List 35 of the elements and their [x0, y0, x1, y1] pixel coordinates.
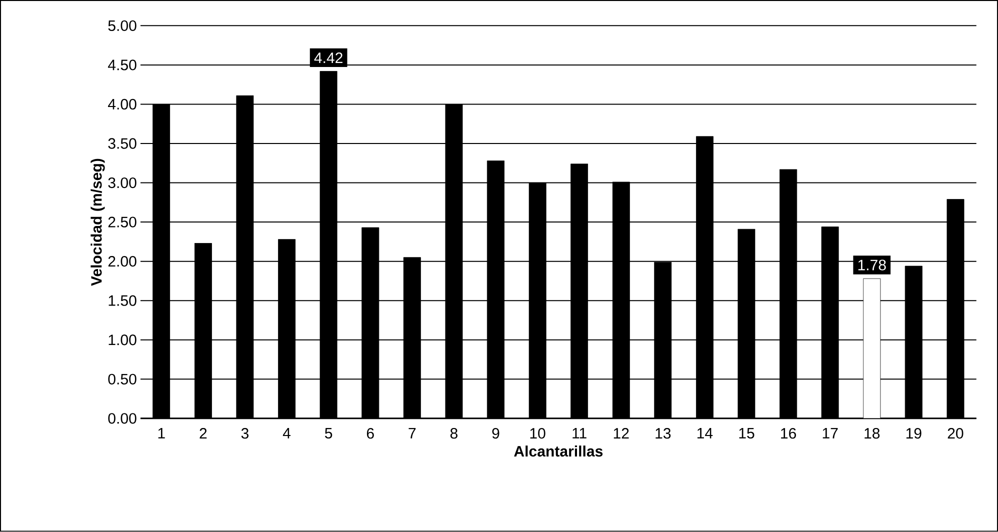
x-tick-label: 16 — [781, 428, 796, 439]
y-tick-label: 3.00 — [108, 178, 136, 188]
data-label: 1.78 — [858, 260, 886, 270]
x-tick-label: 17 — [822, 428, 838, 439]
x-tick-label: 20 — [948, 428, 964, 439]
x-tick-label: 2 — [200, 428, 207, 439]
x-tick-label: 19 — [906, 428, 922, 439]
x-tick-label: 12 — [614, 428, 629, 439]
x-tick-label: 10 — [530, 428, 546, 439]
x-tick-label: 3 — [241, 428, 248, 439]
y-tick-label: 5.00 — [108, 20, 136, 32]
y-tick-label: 4.00 — [108, 99, 136, 110]
x-tick-label: 13 — [656, 428, 671, 439]
data-label: 4.42 — [314, 52, 342, 64]
x-tick-label: 11 — [572, 428, 586, 439]
x-tick-label: 14 — [697, 428, 713, 439]
y-axis-title: Velocidad (m/seg) — [90, 158, 105, 286]
y-tick-label: 2.50 — [108, 216, 136, 228]
y-tick-label: 4.50 — [108, 60, 136, 70]
y-tick-label: 3.50 — [108, 138, 136, 149]
x-tick-label: 5 — [324, 428, 332, 439]
x-tick-label: 9 — [492, 428, 500, 439]
x-tick-label: 6 — [366, 428, 374, 439]
x-tick-label: 1 — [158, 428, 165, 439]
x-tick-label: 8 — [450, 428, 458, 439]
y-tick-label: 0.00 — [108, 413, 136, 424]
x-tick-label: 18 — [864, 428, 880, 439]
x-tick-label: 4 — [282, 428, 291, 439]
x-tick-label: 15 — [739, 428, 754, 439]
y-tick-label: 0.50 — [108, 374, 136, 385]
x-axis-title: Alcantarillas — [514, 446, 603, 457]
x-tick-label: 7 — [408, 428, 416, 439]
y-tick-label: 1.50 — [108, 295, 136, 306]
y-tick-label: 1.00 — [108, 334, 136, 346]
y-tick-label: 2.00 — [108, 256, 136, 267]
